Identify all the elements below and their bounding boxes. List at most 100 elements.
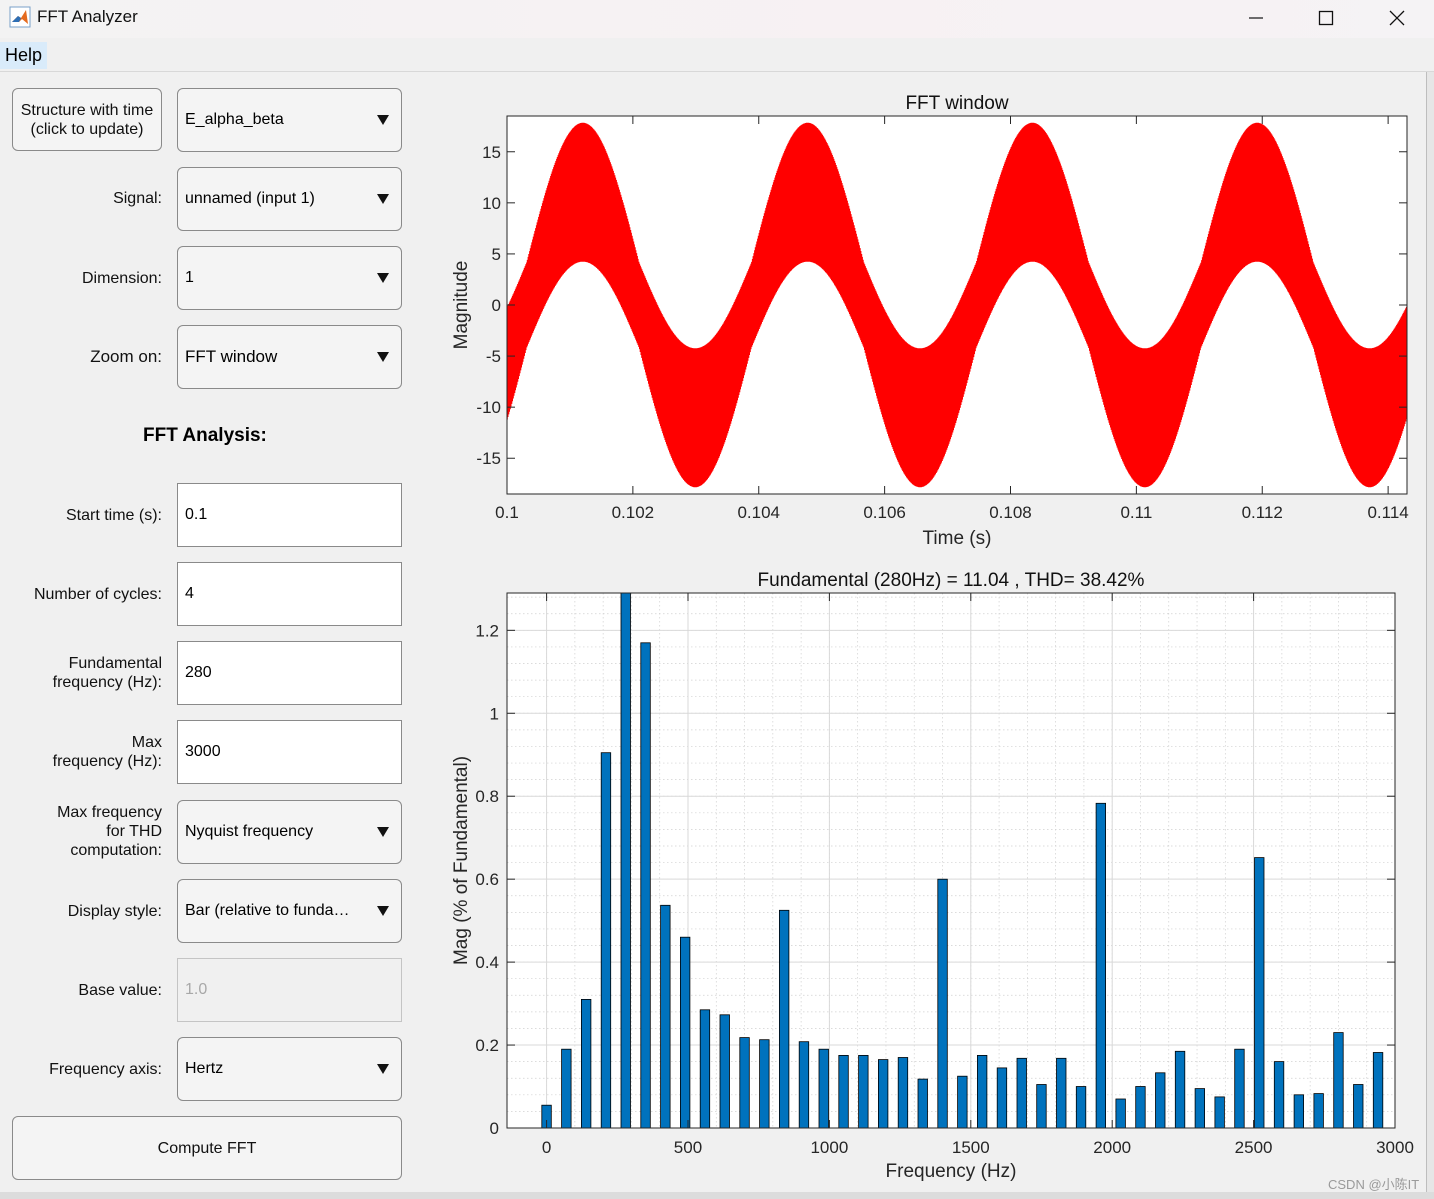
- y-tick-label: -10: [476, 398, 501, 417]
- y-tick-label: 5: [492, 245, 501, 264]
- compute-fft-button[interactable]: Compute FFT: [12, 1116, 402, 1180]
- x-axis-label: Frequency (Hz): [886, 1161, 1017, 1182]
- signal-line: [506, 122, 1408, 488]
- thd-freq-dropdown[interactable]: Nyquist frequency: [177, 800, 402, 864]
- watermark: CSDN @小陈IT: [1328, 1177, 1420, 1192]
- fft-bar: [1155, 1072, 1166, 1129]
- fund-freq-label-line2: frequency (Hz):: [52, 674, 162, 691]
- minimize-icon: [1249, 17, 1263, 19]
- max-freq-input[interactable]: [177, 720, 402, 784]
- thd-freq-label-line2: for THD: [106, 823, 162, 840]
- fund-freq-label-line1: Fundamental: [68, 655, 162, 672]
- window-bottom-edge: [0, 1192, 1434, 1199]
- fft-bar: [1056, 1057, 1067, 1129]
- fft-analysis-heading: FFT Analysis:: [143, 425, 267, 446]
- fft-bar: [1016, 1057, 1027, 1129]
- base-value-input: [177, 958, 402, 1022]
- matlab-icon: [9, 6, 31, 28]
- window-title: FFT Analyzer: [37, 7, 138, 26]
- y-tick-label: 0.4: [475, 953, 499, 972]
- fft-bar: [1194, 1088, 1205, 1129]
- fft-bar: [1333, 1032, 1344, 1129]
- fft-bar: [897, 1057, 909, 1129]
- cycles-label: Number of cycles:: [33, 586, 162, 603]
- max-freq-label-line2: frequency (Hz):: [52, 753, 162, 770]
- menu-bar: Help: [0, 38, 1434, 72]
- structure-value: E_alpha_beta: [185, 111, 284, 128]
- structure-dropdown[interactable]: E_alpha_beta: [177, 88, 402, 152]
- y-tick-label: 0.6: [475, 870, 499, 889]
- minimize-button[interactable]: [1221, 0, 1291, 36]
- y-tick-label: 1: [490, 704, 499, 723]
- fft-bar: [1115, 1098, 1126, 1129]
- fft-bar: [561, 1048, 572, 1129]
- structure-button-line1: Structure with time: [20, 101, 154, 119]
- fund-freq-input[interactable]: [177, 641, 402, 705]
- base-value-label: Base value:: [78, 982, 162, 999]
- x-tick-label: 0: [542, 1138, 551, 1157]
- thd-freq-label-line1: Max frequency: [57, 804, 162, 821]
- fft-bar: [660, 904, 671, 1129]
- start-time-input[interactable]: [177, 483, 402, 547]
- menu-help[interactable]: Help: [0, 42, 47, 69]
- fft-bar: [877, 1059, 889, 1129]
- fft-bar: [1214, 1096, 1225, 1129]
- zoom-dropdown[interactable]: FFT window: [177, 325, 402, 389]
- fft-bar: [917, 1078, 928, 1129]
- chart-title: FFT window: [905, 93, 1008, 114]
- fft-bar: [1293, 1094, 1304, 1129]
- plot-frame: [506, 592, 1396, 1129]
- dropdown-arrow-icon: [377, 906, 389, 916]
- fft-bar: [1075, 1086, 1087, 1129]
- maximize-button[interactable]: [1291, 0, 1361, 36]
- max-freq-label: Max frequency (Hz):: [53, 733, 162, 771]
- fft-bar: [838, 1054, 849, 1129]
- freq-axis-value: Hertz: [185, 1060, 224, 1077]
- fft-bar: [699, 1009, 711, 1129]
- signal-value: unnamed (input 1): [185, 190, 315, 207]
- x-tick-label: 2000: [1093, 1138, 1131, 1157]
- cycles-input[interactable]: [177, 562, 402, 626]
- freq-axis-dropdown[interactable]: Hertz: [177, 1037, 402, 1101]
- dimension-label: Dimension:: [81, 270, 162, 287]
- x-axis-label: Time (s): [923, 528, 992, 549]
- y-tick-label: -15: [476, 449, 501, 468]
- display-style-label: Display style:: [67, 903, 162, 920]
- fft-bar: [1372, 1052, 1384, 1129]
- y-tick-label: 1.2: [475, 621, 499, 640]
- y-tick-label: 0.2: [475, 1036, 499, 1055]
- dimension-dropdown[interactable]: 1: [177, 246, 402, 310]
- max-freq-label-line1: Max: [131, 734, 162, 751]
- title-bar: FFT Analyzer: [0, 0, 1434, 38]
- fft-bar: [977, 1054, 988, 1129]
- fft-bar: [580, 998, 592, 1129]
- thd-freq-label-line3: computation:: [70, 842, 162, 859]
- fft-bar: [778, 909, 790, 1129]
- x-tick-label: 0.1: [495, 503, 519, 522]
- y-tick-label: 0.8: [475, 787, 499, 806]
- x-tick-label: 0.11: [1120, 503, 1152, 522]
- display-style-value: Bar (relative to funda…: [185, 902, 350, 919]
- dropdown-arrow-icon: [377, 194, 389, 204]
- signal-dropdown[interactable]: unnamed (input 1): [177, 167, 402, 231]
- dropdown-arrow-icon: [377, 273, 389, 283]
- structure-update-button[interactable]: Structure with time (click to update): [12, 88, 162, 151]
- x-tick-label: 0.112: [1242, 503, 1283, 522]
- fft-bar: [1036, 1084, 1047, 1129]
- x-tick-label: 500: [674, 1138, 702, 1157]
- x-tick-label: 0.114: [1367, 503, 1408, 522]
- close-button[interactable]: [1362, 0, 1432, 36]
- dimension-value: 1: [185, 269, 194, 286]
- x-tick-label: 1000: [810, 1138, 848, 1157]
- fft-bar: [1273, 1061, 1285, 1129]
- fft-bar: [620, 592, 631, 1129]
- x-tick-label: 0.106: [863, 503, 906, 522]
- display-style-dropdown[interactable]: Bar (relative to funda…: [177, 879, 402, 943]
- fft-bar: [759, 1039, 770, 1129]
- thd-freq-label: Max frequency for THD computation:: [57, 803, 162, 860]
- window-right-edge: [1426, 72, 1434, 1199]
- fft-bar: [937, 878, 948, 1129]
- fft-bar: [1095, 802, 1106, 1129]
- structure-button-line2: (click to update): [30, 120, 144, 138]
- chart-title: Fundamental (280Hz) = 11.04 , THD= 38.42…: [758, 570, 1145, 591]
